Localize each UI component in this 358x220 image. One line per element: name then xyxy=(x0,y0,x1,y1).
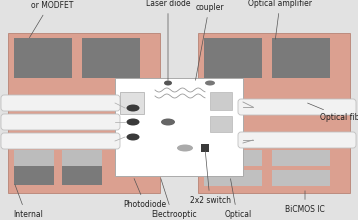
Ellipse shape xyxy=(164,81,172,86)
Text: Photodiode: Photodiode xyxy=(124,179,166,209)
Text: 2x2 switch: 2x2 switch xyxy=(189,151,231,205)
Text: BiCMOS IC: BiCMOS IC xyxy=(285,191,325,214)
Ellipse shape xyxy=(205,81,215,86)
Bar xyxy=(62,152,102,184)
Text: Optical
waveguide: Optical waveguide xyxy=(217,179,259,220)
Text: HBT, HEMT
or MODFET: HBT, HEMT or MODFET xyxy=(29,0,73,38)
Bar xyxy=(14,150,54,166)
FancyBboxPatch shape xyxy=(1,133,120,149)
Bar xyxy=(14,38,72,78)
Bar xyxy=(120,92,144,114)
Bar xyxy=(115,78,243,176)
Ellipse shape xyxy=(177,145,193,152)
Ellipse shape xyxy=(126,119,140,125)
Text: Laser diode: Laser diode xyxy=(146,0,190,80)
Bar xyxy=(14,152,54,184)
Bar xyxy=(204,38,262,78)
Bar xyxy=(201,144,209,152)
Bar xyxy=(272,38,330,78)
Bar xyxy=(204,170,262,186)
Bar xyxy=(272,170,330,186)
Bar xyxy=(14,150,54,185)
Bar xyxy=(198,33,350,193)
Ellipse shape xyxy=(126,134,140,141)
Bar xyxy=(210,116,232,132)
FancyBboxPatch shape xyxy=(238,132,356,148)
FancyBboxPatch shape xyxy=(238,99,356,115)
Bar xyxy=(272,150,330,166)
Text: Directional
coupler: Directional coupler xyxy=(189,0,231,80)
Bar xyxy=(62,152,102,166)
Bar xyxy=(8,33,160,193)
Text: Internal
V-groove: Internal V-groove xyxy=(11,185,45,220)
Bar xyxy=(210,92,232,110)
Bar xyxy=(82,38,140,78)
Bar xyxy=(14,152,54,166)
Text: Optical fiber: Optical fiber xyxy=(308,103,358,123)
Bar xyxy=(204,150,262,166)
Ellipse shape xyxy=(126,104,140,112)
FancyBboxPatch shape xyxy=(1,114,120,130)
Bar xyxy=(62,150,102,166)
FancyBboxPatch shape xyxy=(1,95,120,111)
Bar xyxy=(62,150,102,185)
Ellipse shape xyxy=(161,119,175,125)
Text: Electrooptic
modulator: Electrooptic modulator xyxy=(151,179,197,220)
Text: Optical amplifier: Optical amplifier xyxy=(248,0,312,39)
